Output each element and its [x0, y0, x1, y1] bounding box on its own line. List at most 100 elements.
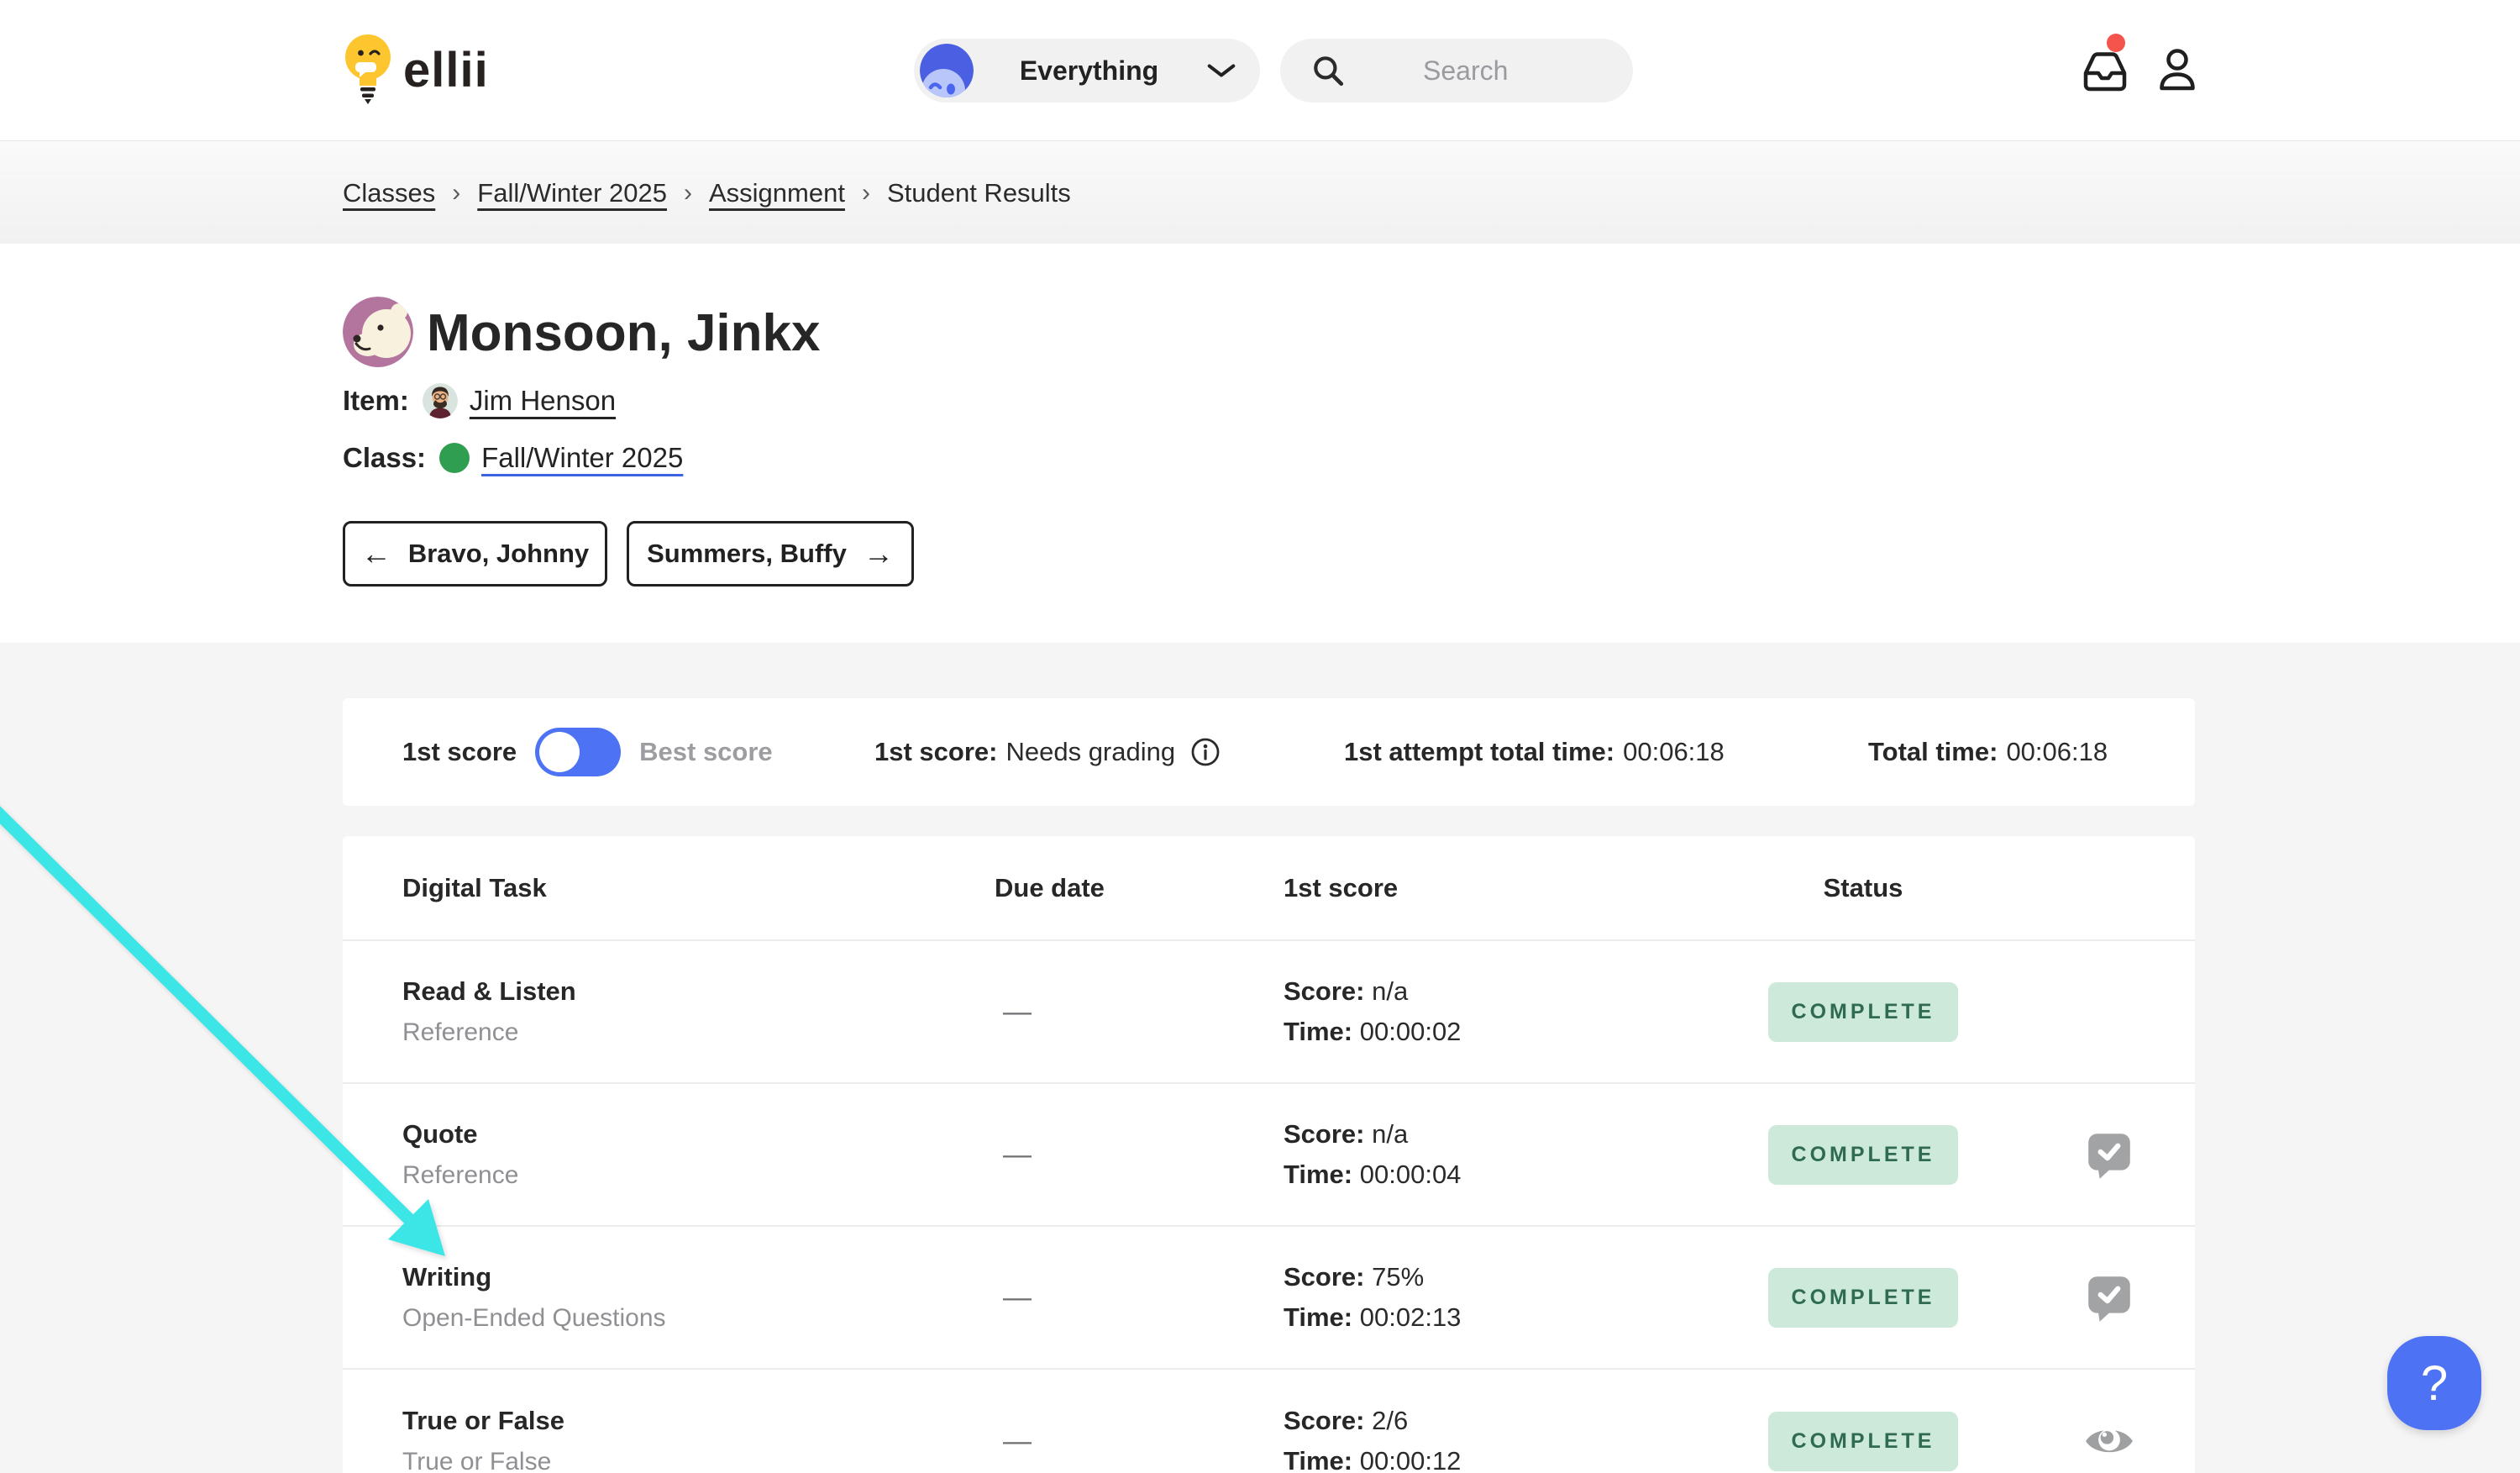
- class-link[interactable]: Fall/Winter 2025: [481, 442, 684, 473]
- class-color-dot: [439, 443, 470, 473]
- score-value: n/a: [1372, 976, 1409, 1006]
- row-action-cell: [2023, 1271, 2195, 1323]
- total-time-label: Total time:: [1868, 737, 1998, 766]
- inbox-icon: [2083, 52, 2127, 92]
- table-row[interactable]: Writing Open-Ended Questions — Score: 75…: [343, 1227, 2195, 1370]
- breadcrumb-bar: Classes › Fall/Winter 2025 › Assignment › Stud…: [0, 140, 2520, 244]
- item-row: Item: Jim Henson: [343, 383, 616, 418]
- search-input[interactable]: Search: [1280, 39, 1633, 103]
- help-question-mark: ?: [2420, 1355, 2449, 1411]
- status-badge: COMPLETE: [1767, 981, 1959, 1042]
- task-title: Read & Listen: [402, 976, 576, 1006]
- time-prefix: Time:: [1284, 1017, 1353, 1046]
- toggle-knob: [539, 732, 580, 772]
- first-attempt-time-label: 1st attempt total time:: [1344, 737, 1615, 766]
- table-row[interactable]: Read & Listen Reference — Score: n/a Tim…: [343, 941, 2195, 1084]
- task-cell: True or False True or False: [402, 1406, 995, 1473]
- due-date-cell: —: [1003, 1281, 1032, 1313]
- ellii-logo[interactable]: ellii: [343, 32, 489, 108]
- breadcrumb-item[interactable]: Fall/Winter 2025: [477, 177, 667, 208]
- previous-student-label: Bravo, Johnny: [407, 539, 590, 568]
- column-header-score: 1st score: [1284, 872, 1399, 902]
- score-prefix: Score:: [1284, 976, 1365, 1006]
- due-date-cell: —: [1003, 1424, 1032, 1457]
- top-nav: ellii Everything: [0, 0, 2520, 140]
- first-attempt-time: 1st attempt total time: 00:06:18: [1344, 737, 1725, 767]
- status-cell: COMPLETE: [1704, 981, 2023, 1042]
- column-header-status: Status: [1823, 872, 1903, 902]
- previous-student-button[interactable]: ← Bravo, Johnny: [343, 521, 607, 587]
- breadcrumb-separator: ›: [452, 178, 461, 207]
- score-prefix: Score:: [1284, 1406, 1365, 1435]
- next-student-button[interactable]: Summers, Buffy →: [627, 521, 914, 587]
- first-attempt-time-value: 00:06:18: [1623, 737, 1725, 766]
- breadcrumb-separator: ›: [861, 178, 870, 207]
- breadcrumb-item: Student Results: [886, 177, 1071, 208]
- time-prefix: Time:: [1284, 1446, 1353, 1473]
- next-student-label: Summers, Buffy: [647, 539, 847, 568]
- feedback-comment-icon[interactable]: [2085, 1271, 2134, 1323]
- task-cell: Quote Reference: [402, 1119, 995, 1190]
- logo-wordmark: ellii: [403, 42, 489, 97]
- task-cell: Writing Open-Ended Questions: [402, 1262, 995, 1333]
- table-row[interactable]: Quote Reference — Score: n/a Time: 00:00…: [343, 1084, 2195, 1227]
- score-value: 75%: [1372, 1262, 1425, 1292]
- breadcrumb: Classes › Fall/Winter 2025 › Assignment › Stud…: [343, 141, 1071, 245]
- score-prefix: Score:: [1284, 1262, 1365, 1292]
- item-author-avatar: [422, 383, 458, 418]
- best-score-toggle-label: Best score: [639, 737, 773, 766]
- chevron-down-icon: [1205, 61, 1238, 80]
- row-action-cell: [2023, 1422, 2195, 1460]
- lightbulb-logo-icon: [343, 32, 396, 108]
- status-badge: COMPLETE: [1767, 1124, 1959, 1185]
- column-header-due: Due date: [995, 872, 1105, 902]
- status-badge: COMPLETE: [1767, 1267, 1959, 1328]
- status-badge: COMPLETE: [1767, 1411, 1959, 1471]
- score-cell: Score: 2/6 Time: 00:00:12: [1284, 1406, 1704, 1473]
- first-score-status-value: Needs grading: [1005, 737, 1176, 766]
- column-header-task: Digital Task: [402, 872, 547, 902]
- info-icon[interactable]: [1190, 737, 1221, 767]
- table-header-row: Digital Task Due date 1st score Status: [343, 836, 2195, 941]
- user-icon: [2160, 49, 2195, 91]
- time-prefix: Time:: [1284, 1302, 1353, 1332]
- breadcrumb-item[interactable]: Classes: [343, 177, 436, 208]
- score-toggle-group: 1st score Best score: [402, 728, 773, 776]
- task-subtitle: True or False: [402, 1448, 552, 1473]
- item-label: Item:: [343, 385, 409, 416]
- breadcrumb-item[interactable]: Assignment: [708, 177, 845, 208]
- scope-label: Everything: [1019, 55, 1159, 86]
- first-score-status-label: 1st score:: [874, 737, 998, 766]
- notification-dot: [2107, 34, 2125, 52]
- status-cell: COMPLETE: [1704, 1411, 2023, 1471]
- time-value: 00:02:13: [1359, 1302, 1462, 1332]
- feedback-comment-icon[interactable]: [2085, 1128, 2134, 1181]
- first-score-toggle-label: 1st score: [402, 737, 517, 766]
- left-arrow-icon: ←: [360, 536, 391, 571]
- score-cell: Score: n/a Time: 00:00:02: [1284, 976, 1704, 1047]
- score-mode-toggle[interactable]: [535, 728, 622, 776]
- task-title: Writing: [402, 1262, 492, 1292]
- score-value: n/a: [1372, 1119, 1409, 1149]
- time-prefix: Time:: [1284, 1160, 1353, 1189]
- scope-avatar-icon: [920, 44, 974, 97]
- first-score-status: 1st score: Needs grading: [874, 737, 1221, 767]
- time-value: 00:00:12: [1359, 1446, 1462, 1473]
- help-button[interactable]: ?: [2387, 1336, 2481, 1430]
- inbox-button[interactable]: [2082, 34, 2134, 101]
- scope-selector[interactable]: Everything: [914, 39, 1260, 103]
- student-avatar: [343, 297, 413, 367]
- row-action-cell: [2023, 1128, 2195, 1181]
- table-row[interactable]: True or False True or False — Score: 2/6…: [343, 1370, 2195, 1473]
- total-time: Total time: 00:06:18: [1868, 737, 2108, 767]
- item-link[interactable]: Jim Henson: [469, 385, 617, 416]
- account-button[interactable]: [2157, 49, 2197, 97]
- task-subtitle: Reference: [402, 1161, 519, 1189]
- due-date-cell: —: [1003, 1138, 1032, 1171]
- right-arrow-icon: →: [863, 536, 894, 571]
- preview-eye-icon[interactable]: [2082, 1422, 2136, 1460]
- score-prefix: Score:: [1284, 1119, 1365, 1149]
- page-title-student-name: Monsoon, Jinkx: [427, 304, 821, 362]
- results-table-card: Digital Task Due date 1st score Status R…: [343, 836, 2195, 1473]
- time-value: 00:00:04: [1359, 1160, 1462, 1189]
